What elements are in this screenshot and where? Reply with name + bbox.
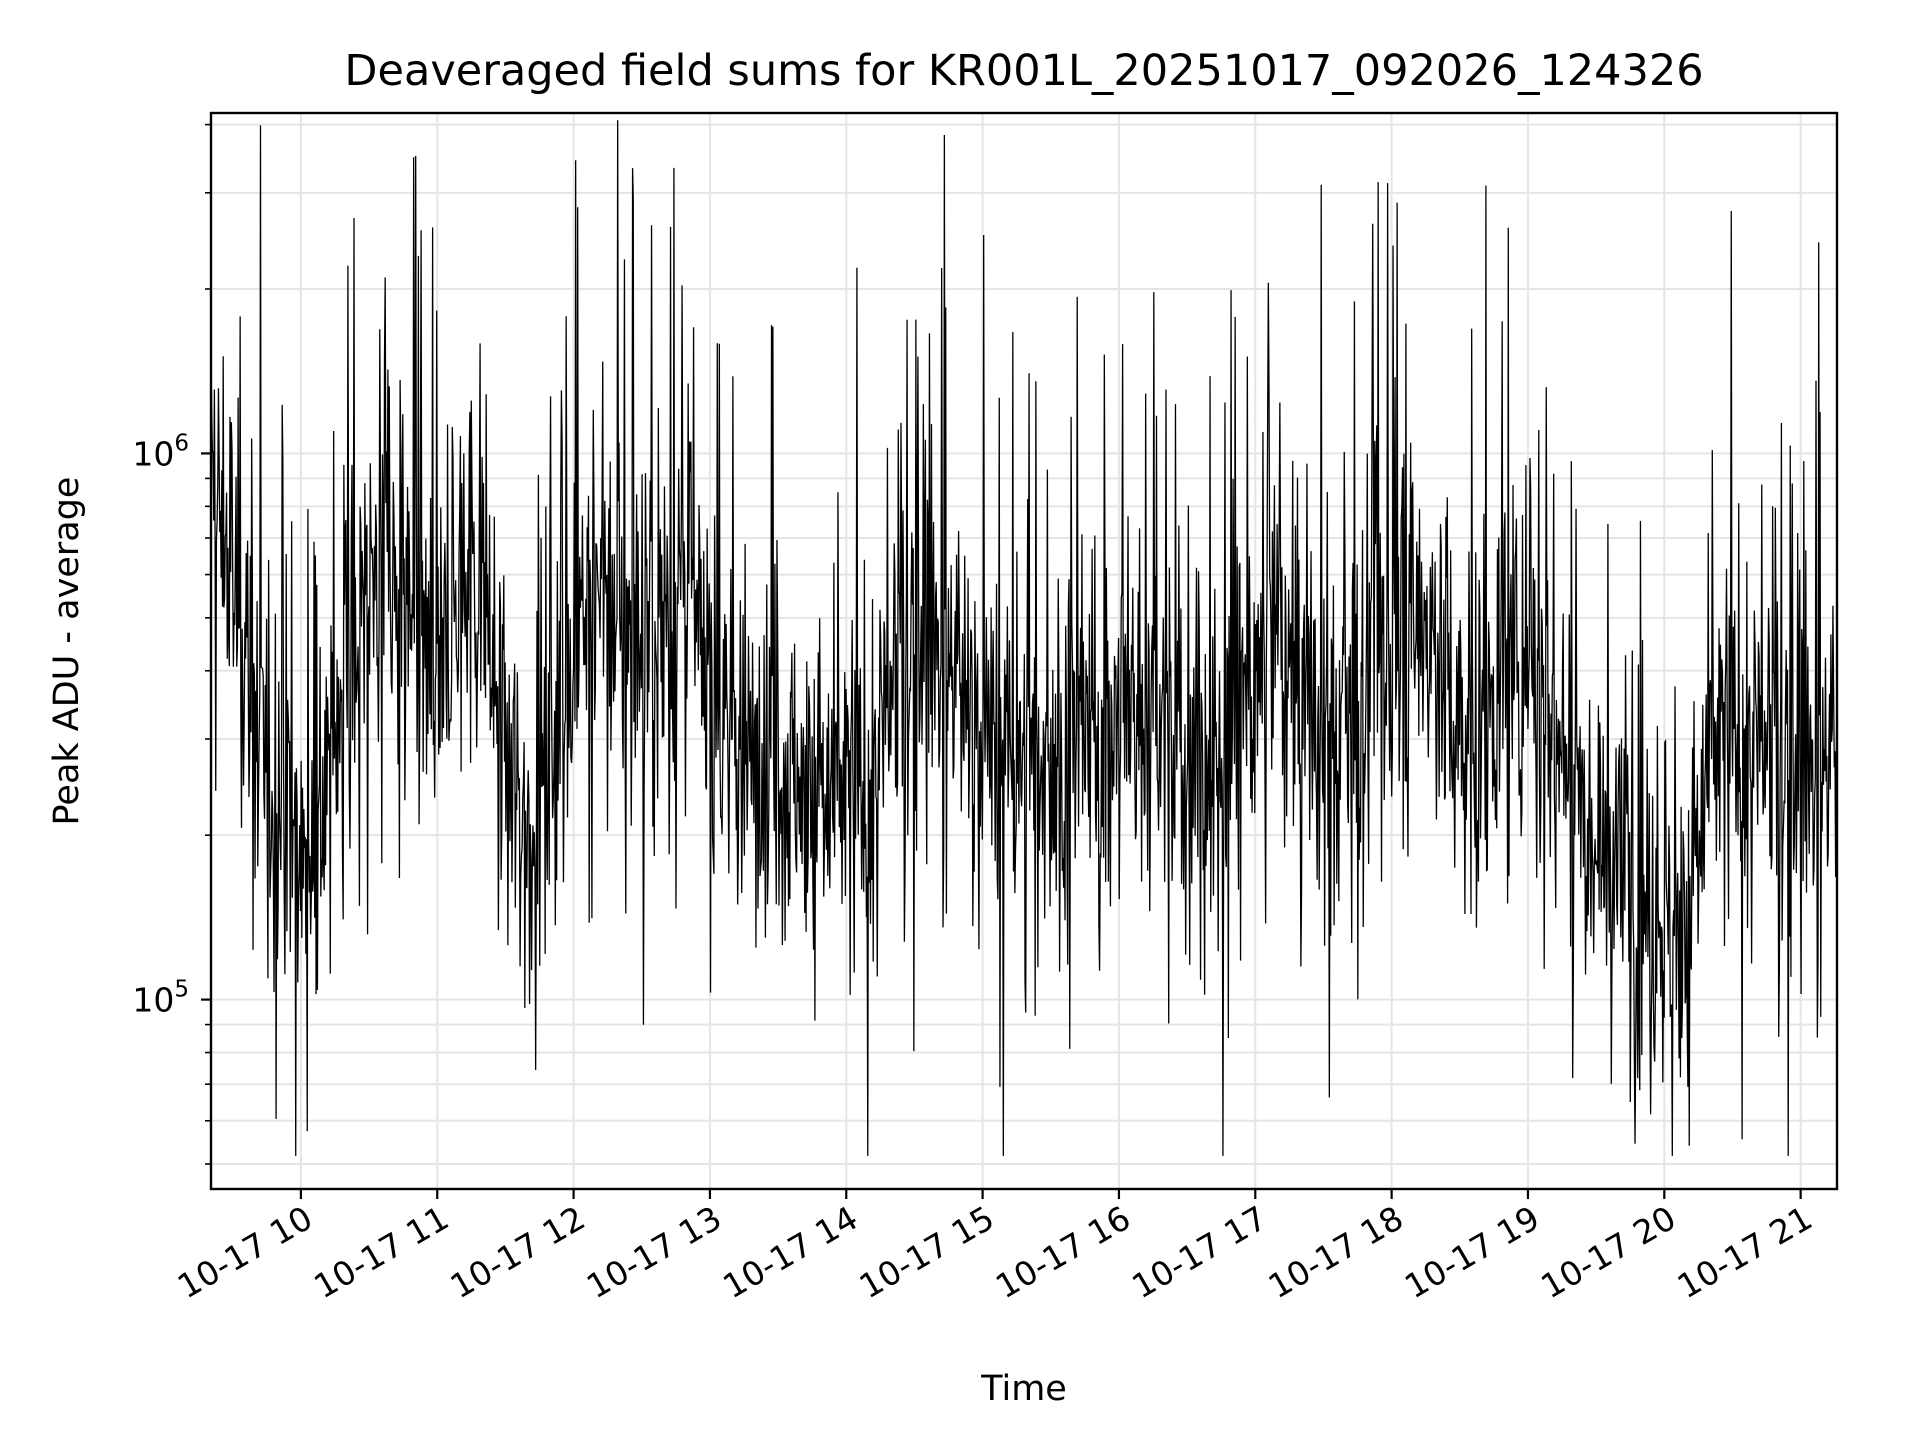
plot-frame	[209, 111, 1839, 1191]
y-tick-label: 106	[132, 430, 189, 473]
chart-title: Deaveraged field sums for KR001L_2025101…	[344, 46, 1703, 96]
series-layer	[210, 120, 1838, 1156]
y-tick-label: 105	[132, 977, 189, 1020]
series-line	[210, 120, 1838, 1156]
x-axis-label: Time	[980, 1369, 1067, 1409]
y-axis-label: Peak ADU - average	[47, 477, 87, 826]
